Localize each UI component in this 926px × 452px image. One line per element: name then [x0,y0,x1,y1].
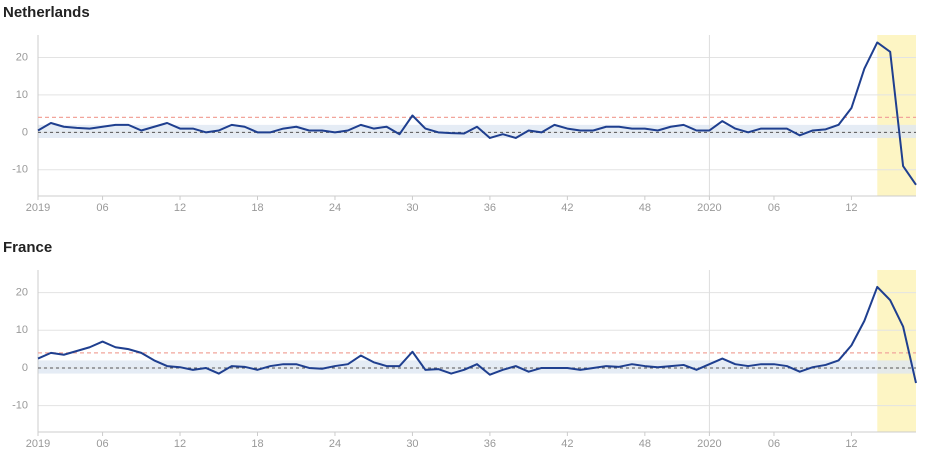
x-tick-label: 48 [639,438,651,450]
x-tick-label: 2019 [26,438,50,450]
x-tick-label: 24 [329,202,341,214]
x-tick-label: 18 [251,202,263,214]
x-tick-label: 18 [251,438,263,450]
x-tick-label: 06 [768,202,780,214]
x-tick-label: 2020 [697,438,721,450]
x-tick-label: 12 [174,202,186,214]
y-tick-label: 20 [16,287,28,299]
x-tick-label: 06 [96,438,108,450]
x-tick-label: 12 [845,438,857,450]
x-tick-label: 2019 [26,202,50,214]
chart-title: Netherlands [3,4,90,21]
x-tick-label: 24 [329,438,341,450]
x-tick-label: 12 [174,438,186,450]
x-tick-label: 12 [845,202,857,214]
x-tick-label: 30 [406,202,418,214]
x-tick-label: 06 [96,202,108,214]
data-line [37,41,917,186]
data-line [37,285,917,384]
x-tick-label: 36 [484,438,496,450]
x-tick-label: 30 [406,438,418,450]
x-tick-label: 36 [484,202,496,214]
y-tick-label: 10 [16,324,28,336]
chart-title: France [3,239,52,256]
y-tick-label: -10 [12,400,28,412]
band [38,124,916,138]
y-tick-label: 0 [22,362,28,374]
x-tick-label: 2020 [697,202,721,214]
y-tick-label: 20 [16,51,28,63]
x-tick-label: 42 [561,438,573,450]
x-tick-label: 06 [768,438,780,450]
x-tick-label: 42 [561,202,573,214]
y-tick-label: 10 [16,89,28,101]
y-tick-label: 0 [22,126,28,138]
y-tick-label: -10 [12,164,28,176]
x-tick-label: 48 [639,202,651,214]
